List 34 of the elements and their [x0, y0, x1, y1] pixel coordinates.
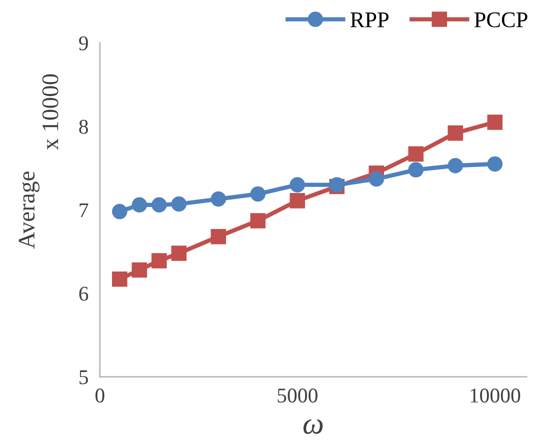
- point: [448, 125, 464, 141]
- y-tick-label: 5: [80, 370, 88, 384]
- point: [448, 158, 464, 174]
- point: [290, 193, 306, 208]
- point: [290, 177, 306, 192]
- point: [132, 197, 148, 212]
- x-tick-label: 5000: [278, 388, 318, 403]
- text: x 10000: [42, 74, 58, 150]
- y-tick-label: 6: [79, 286, 88, 301]
- point: [210, 191, 226, 207]
- legend-label: PCCP: [474, 12, 528, 28]
- point: [171, 246, 187, 261]
- x-tick-label: 10000: [470, 388, 520, 403]
- point: [368, 171, 384, 187]
- y-tick-label: 8: [79, 120, 88, 134]
- point: [408, 162, 424, 178]
- point: [152, 197, 167, 212]
- point: [112, 204, 128, 220]
- point: [132, 262, 148, 278]
- point: [408, 146, 424, 162]
- legend-label: RPP: [350, 12, 388, 28]
- point: [250, 213, 266, 228]
- point: [210, 228, 226, 244]
- y-tick-label: 9: [79, 36, 88, 50]
- point: [487, 114, 503, 130]
- y-tick-label: 7: [80, 203, 88, 218]
- point: [250, 186, 266, 202]
- point: [171, 196, 187, 212]
- y-axis-title: Average: [18, 172, 40, 249]
- point: [487, 156, 503, 172]
- x-axis-title: ω: [303, 419, 323, 434]
- point: [152, 253, 167, 268]
- point: [112, 272, 128, 287]
- x-tick-label: 0: [95, 388, 104, 403]
